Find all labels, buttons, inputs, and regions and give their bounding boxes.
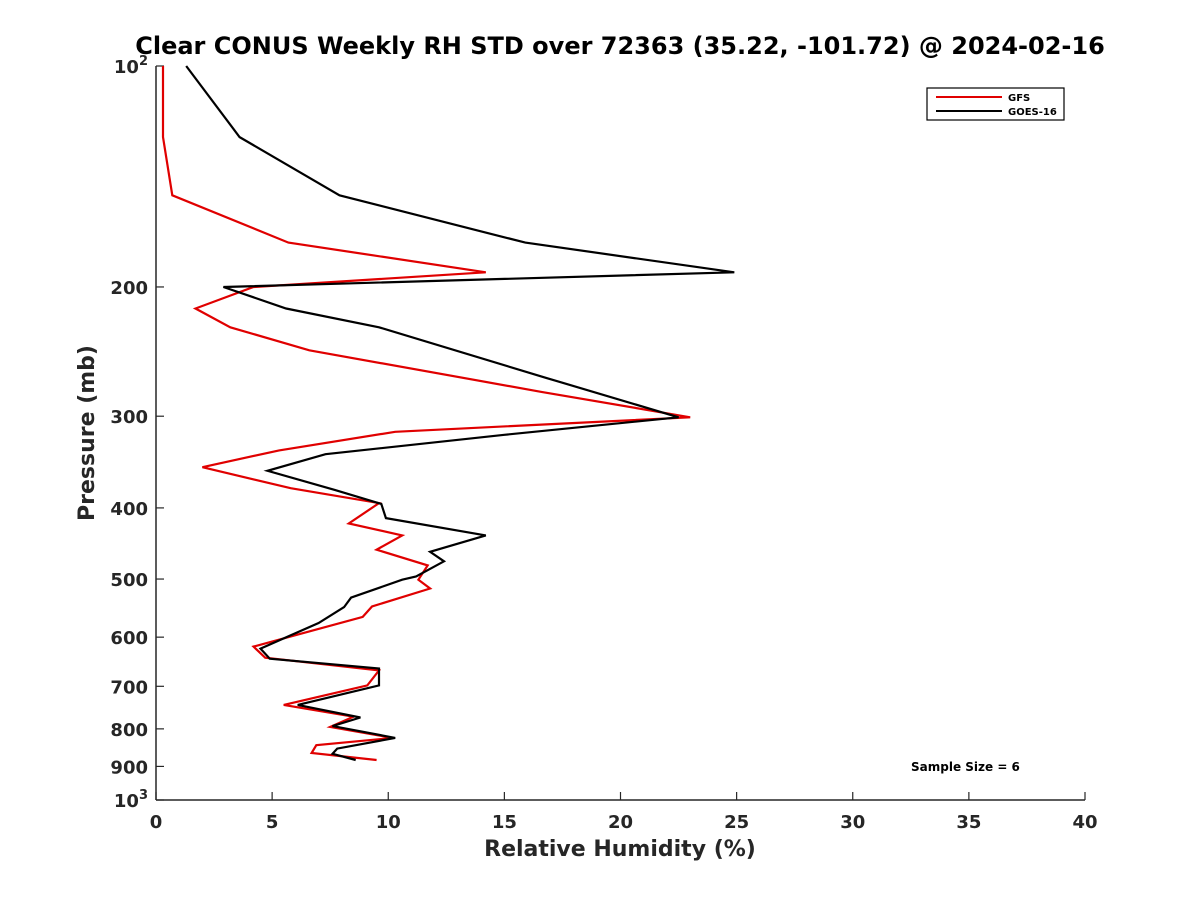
y-tick-label: 400 — [110, 499, 148, 520]
y-tick-label: 600 — [110, 628, 148, 649]
x-tick-label: 5 — [266, 812, 279, 833]
x-tick-label: 25 — [724, 812, 749, 833]
sample-size-annotation: Sample Size = 6 — [911, 760, 1020, 774]
x-tick-label: 20 — [608, 812, 633, 833]
y-tick-label-base: 10 — [114, 57, 139, 78]
y-tick-label: 900 — [110, 757, 148, 778]
x-tick-label: 30 — [840, 812, 865, 833]
x-axis-label: Relative Humidity (%) — [484, 837, 756, 862]
y-tick-label: 800 — [110, 720, 148, 741]
plot-area — [155, 66, 1085, 801]
x-tick-label: 15 — [492, 812, 517, 833]
x-tick-label: 0 — [150, 812, 163, 833]
series-line-gfs — [161, 66, 691, 762]
x-ticks: 0 5 10 15 20 25 30 35 40 — [150, 792, 1098, 833]
legend-label-gfs: GFS — [1008, 93, 1030, 104]
legend: GFS GOES-16 — [926, 87, 1065, 121]
y-tick-label: 102 — [114, 54, 148, 78]
series-line-goes-16 — [185, 65, 735, 762]
legend-label-goes-16: GOES-16 — [1008, 107, 1057, 118]
y-tick-label: 300 — [110, 407, 148, 428]
y-tick-label-exponent: 2 — [139, 54, 148, 69]
x-tick-label: 35 — [956, 812, 981, 833]
chart-title: Clear CONUS Weekly RH STD over 72363 (35… — [135, 32, 1105, 60]
legend-box — [926, 87, 1065, 121]
x-tick-label: 40 — [1072, 812, 1097, 833]
y-tick-label: 500 — [110, 570, 148, 591]
y-tick-label: 200 — [110, 278, 148, 299]
y-tick-label: 103 — [114, 788, 148, 812]
y-tick-label-base: 10 — [114, 791, 139, 812]
y-tick-label-exponent: 3 — [139, 788, 148, 803]
y-tick-label: 700 — [110, 677, 148, 698]
x-tick-label: 10 — [376, 812, 401, 833]
series-group — [161, 65, 735, 762]
y-axis-label: Pressure (mb) — [75, 345, 100, 521]
